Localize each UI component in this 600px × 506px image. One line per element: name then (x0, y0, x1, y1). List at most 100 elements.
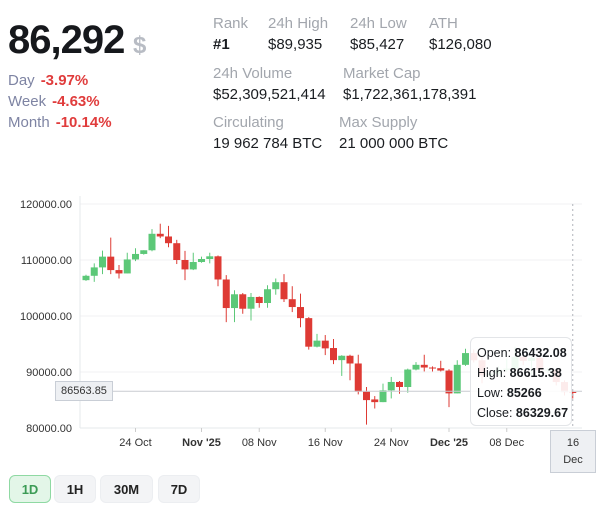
candle-body (247, 296, 255, 309)
candle-body (189, 262, 197, 270)
change-label: Month (8, 114, 50, 131)
candle-body (371, 399, 379, 403)
candle-body (99, 256, 106, 268)
candle-body (156, 233, 164, 237)
x-tick-label: 08 Dec (489, 437, 524, 449)
stat-rank: Rank #1 (213, 15, 248, 53)
candle-body (313, 340, 321, 347)
candlestick-chart[interactable]: 120000.00 110000.00 100000.00 90000.00 80000… (0, 190, 600, 450)
tooltip-label: Low: (477, 386, 504, 400)
candle-body (272, 282, 280, 290)
tooltip-low: 85266 (506, 386, 542, 400)
tooltip-label: High: (477, 366, 507, 380)
y-tick-label: 100000.00 (20, 311, 72, 323)
candle-body (363, 391, 370, 401)
candle-body (148, 233, 156, 251)
stat-label: Market Cap (343, 65, 421, 82)
crosshair-price-label: 86563.85 (55, 381, 113, 401)
change-value: -3.97% (40, 72, 89, 89)
candle-body (165, 236, 172, 244)
candle-body (437, 368, 445, 371)
x-tick-label: 16 Nov (308, 437, 343, 449)
change-value: -4.63% (52, 93, 100, 110)
candle-body (330, 348, 337, 361)
candle-body (396, 381, 403, 388)
tooltip-open: 86432.08 (514, 346, 567, 360)
stat-label: ATH (429, 15, 458, 32)
y-tick-label: 80000.00 (26, 423, 72, 435)
candle-body (338, 355, 346, 361)
candle-body (288, 299, 296, 308)
candle-body (181, 260, 189, 270)
x-tick-label: 08 Nov (242, 437, 277, 449)
candle-body (412, 364, 420, 370)
candle-body (107, 256, 115, 271)
candle-body (231, 294, 238, 309)
stat-value: #1 (213, 36, 230, 53)
candle-body (90, 267, 98, 276)
stat-value: $52,309,521,414 (213, 86, 326, 103)
candle-body (387, 381, 395, 391)
candle-body (321, 340, 329, 349)
stat-max-supply: Max Supply 21 000 000 BTC (339, 114, 448, 152)
stat-circulating: Circulating 19 962 784 BTC (213, 114, 322, 152)
tooltip-high: 86615.38 (509, 366, 562, 380)
candle-body (132, 253, 139, 260)
candle-body (264, 289, 271, 304)
candle-body (305, 318, 313, 347)
stat-value: $1,722,361,178,391 (343, 86, 477, 103)
date-day: 16 (566, 437, 580, 449)
candle-body (420, 364, 428, 368)
change-label: Day (8, 72, 35, 89)
timeframe-1d-button[interactable]: 1D (9, 475, 51, 503)
stat-value: 19 962 784 BTC (213, 135, 323, 152)
date-month: Dec (563, 454, 583, 466)
candle-body (214, 256, 222, 280)
candle-body (255, 296, 263, 304)
candle-body (297, 307, 304, 319)
x-tick-label: 24 Oct (119, 437, 151, 449)
candle-body (569, 391, 577, 393)
stat-24h-high: 24h High $89,935 (268, 15, 328, 53)
stat-label: 24h Volume (213, 65, 293, 82)
stat-value: 21 000 000 BTC (339, 135, 449, 152)
timeframe-7d-button[interactable]: 7D (158, 475, 200, 503)
stat-value: $85,427 (350, 36, 405, 53)
change-day: Day -3.97% (8, 72, 88, 89)
candle-body (280, 282, 288, 300)
candle-body (346, 355, 354, 364)
stat-label: Max Supply (339, 114, 418, 131)
y-tick-label: 120000.00 (20, 199, 72, 211)
stat-market-cap: Market Cap $1,722,361,178,391 (343, 65, 476, 103)
candle-body (379, 390, 387, 403)
y-tick-label: 110000.00 (21, 255, 72, 267)
candle-body (140, 250, 148, 254)
crosshair-date-label: 16 Dec (550, 430, 596, 473)
timeframe-30m-button[interactable]: 30M (100, 475, 153, 503)
candle-body (198, 258, 205, 263)
stat-label: 24h Low (350, 15, 407, 32)
candle-body (453, 364, 461, 394)
candle-body (123, 259, 131, 274)
stat-label: Circulating (213, 114, 284, 131)
candle-body (404, 369, 412, 388)
stat-value: $89,935 (268, 36, 323, 53)
candle-body (173, 243, 181, 260)
timeframe-1h-button[interactable]: 1H (54, 475, 96, 503)
currency-symbol: $ (133, 32, 147, 59)
candle-body (115, 270, 123, 274)
stat-value: $126,080 (429, 36, 492, 53)
x-tick-label: Dec '25 (430, 437, 468, 449)
change-week: Week -4.63% (8, 93, 100, 110)
ohlc-tooltip: Open: 86432.08 High: 86615.38 Low: 85266… (470, 337, 572, 426)
candle-body (429, 367, 436, 369)
change-label: Week (8, 93, 47, 110)
stat-ath: ATH $126,080 (429, 15, 492, 53)
tooltip-label: Close: (477, 406, 513, 420)
change-month: Month -10.14% (8, 114, 112, 131)
stat-label: 24h High (268, 15, 329, 32)
stat-volume: 24h Volume $52,309,521,414 (213, 65, 326, 103)
candle-body (462, 353, 469, 365)
y-tick-label: 90000.00 (26, 367, 72, 379)
stat-24h-low: 24h Low $85,427 (350, 15, 407, 53)
